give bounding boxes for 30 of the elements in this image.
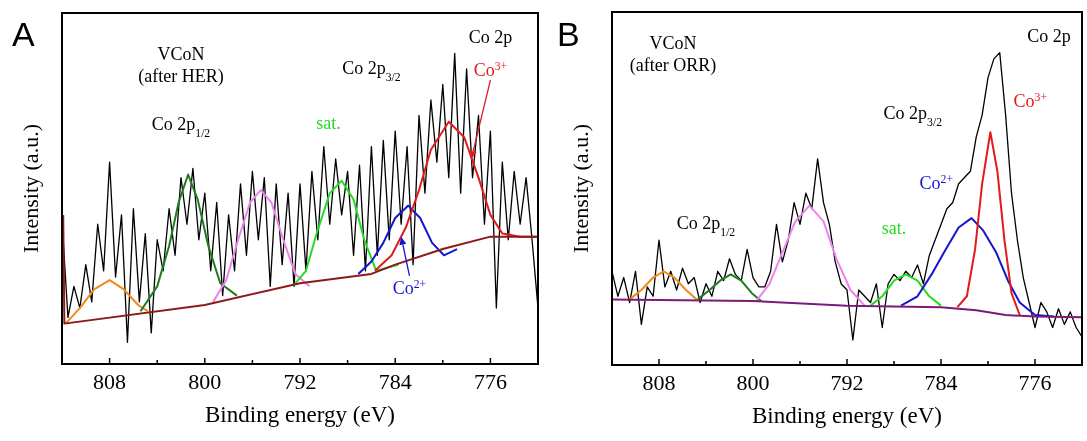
x-tick-label: 792 xyxy=(830,370,864,395)
x-tick-label: 784 xyxy=(924,370,958,395)
series-label: Co$^{3+}$ xyxy=(1013,90,1048,112)
y-axis-title: Intensity (a.u.) xyxy=(568,124,593,253)
y-axis-title: Intensity (a.u.) xyxy=(18,124,43,253)
legend-label: Co$^{2+}$ xyxy=(392,277,427,298)
text: sat. xyxy=(316,112,341,133)
annotation: Co 2p$_{3/2}$ xyxy=(342,58,401,84)
annotation: VCoN (after ORR) xyxy=(629,32,717,76)
x-tick-label: 784 xyxy=(378,369,412,394)
annotation: Co 2p$_{1/2}$ xyxy=(676,212,736,239)
text: Co 2p xyxy=(468,26,513,47)
x-tick-label: 800 xyxy=(188,369,222,394)
x-tick-label: 776 xyxy=(473,369,507,394)
x-tick-label: 792 xyxy=(283,369,317,394)
chart-title: A xyxy=(12,15,35,53)
series-label: Co$^{2+}$ xyxy=(919,172,954,193)
x-tick-label: 776 xyxy=(1018,370,1052,395)
x-axis-title: Binding energy (eV) xyxy=(205,402,395,427)
x-tick-label: 800 xyxy=(736,370,770,395)
text: Co 2p xyxy=(1027,25,1071,46)
annotation: Co 2p$_{3/2}$ xyxy=(883,103,943,129)
text: Co$^{3+}$ xyxy=(473,59,508,81)
annotation: VCoN (after HER) xyxy=(138,44,224,88)
x-tick-label: 808 xyxy=(93,369,127,394)
x-axis-title: Binding energy (eV) xyxy=(752,403,942,428)
annotation: Co 2p$_{1/2}$ xyxy=(151,114,211,140)
chart-title: B xyxy=(557,15,580,53)
text: sat. xyxy=(881,218,907,239)
x-tick-label: 808 xyxy=(642,370,676,395)
